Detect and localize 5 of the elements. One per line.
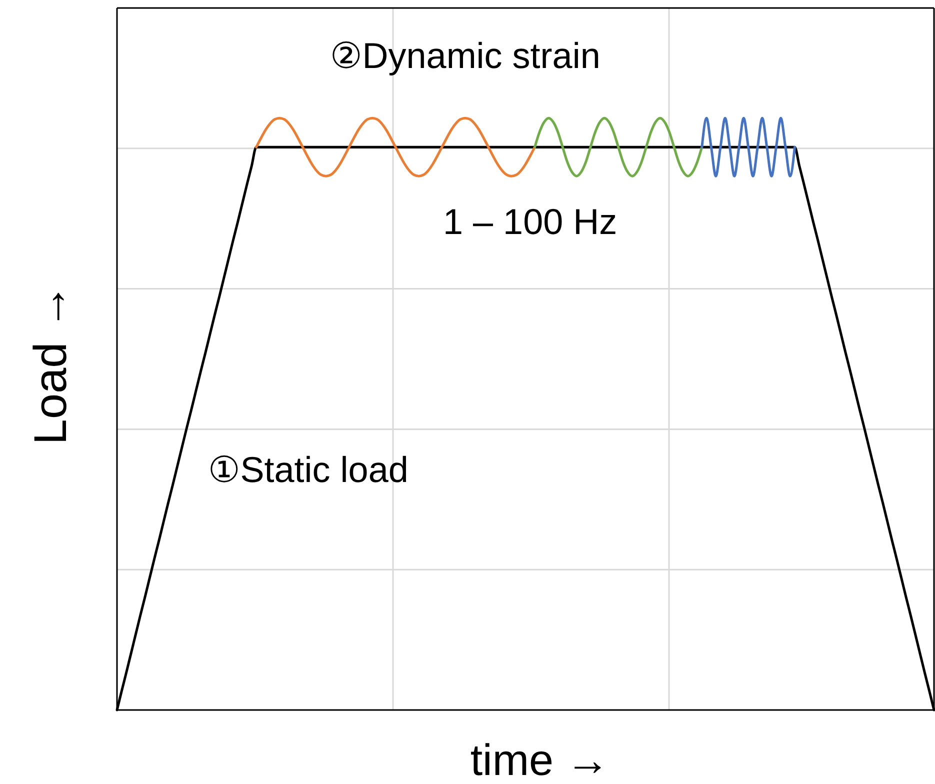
text: ②Dynamic strain	[330, 35, 600, 76]
annotation: ①Static load	[208, 449, 408, 490]
annotation: 1 – 100 Hz	[443, 201, 618, 242]
x-axis-title: time →	[470, 736, 610, 784]
y-axis-title: Load →	[24, 283, 76, 445]
